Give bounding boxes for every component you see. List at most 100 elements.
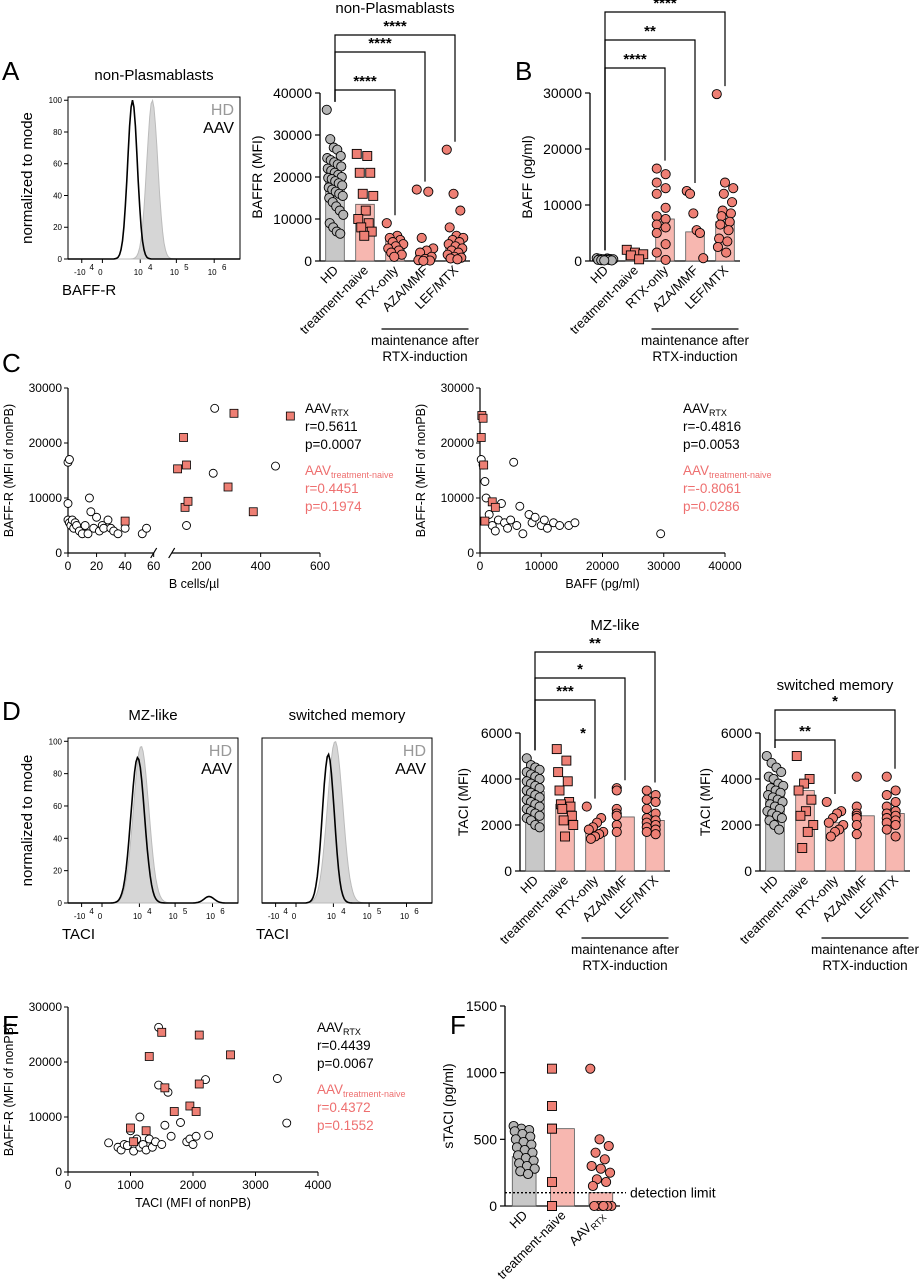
data-point	[160, 1120, 170, 1130]
x-axis-label: TACI (MFI of nonPB)	[135, 1196, 251, 1210]
data-point	[605, 1167, 616, 1178]
data-point	[562, 776, 573, 787]
x-tick-exponent: 4	[341, 907, 346, 916]
data-point	[144, 1052, 154, 1061]
annotation-group-name: AAVRTX	[317, 1020, 361, 1037]
x-tick-label: 10	[206, 912, 215, 921]
data-point	[272, 1074, 282, 1083]
data-point	[173, 464, 183, 474]
data-point	[808, 820, 819, 830]
data-point	[825, 831, 836, 842]
significance-bracket	[534, 651, 656, 783]
y-tick-label: 20000	[543, 141, 582, 157]
data-point	[441, 144, 452, 155]
data-point	[182, 521, 191, 530]
data-point	[64, 455, 74, 464]
data-point	[176, 1118, 185, 1127]
data-point	[554, 785, 565, 796]
data-point	[80, 521, 90, 530]
data-point	[566, 810, 577, 821]
y-axis-label: BAFF-R (MFI of nonPB)	[2, 404, 16, 537]
panel-label-A: A	[2, 56, 20, 86]
data-point	[890, 785, 901, 796]
data-point	[226, 1050, 235, 1060]
data-point	[641, 794, 652, 805]
data-point	[188, 1140, 198, 1149]
x-axis-label: BAFF (pg/ml)	[565, 577, 639, 591]
y-tick-label: 40	[53, 191, 62, 200]
data-point	[553, 767, 564, 778]
y-tick-label: 10000	[29, 1110, 63, 1124]
x-tick-label: 10	[208, 268, 217, 277]
y-tick-label: 20000	[29, 1055, 63, 1069]
data-point	[534, 822, 545, 833]
data-point	[688, 208, 699, 219]
data-point	[120, 516, 130, 526]
y-tick-label: 20000	[441, 436, 475, 450]
data-point	[448, 188, 459, 199]
data-point	[490, 526, 500, 536]
annotation-group-subscript: RTX	[709, 408, 727, 418]
data-point	[157, 1140, 167, 1149]
y-axis-label: sTACI (pg/ml)	[440, 1063, 456, 1148]
data-point	[761, 750, 772, 762]
y-tick-label: 20	[53, 867, 62, 876]
x-tick-label: -10	[268, 912, 280, 921]
data-point	[547, 1177, 557, 1187]
data-point	[718, 188, 729, 199]
annotation-p-value: p=0.1974	[305, 499, 362, 514]
y-axis-label: BAFF (pg/ml)	[519, 135, 535, 218]
y-tick-label: 0	[304, 253, 312, 269]
y-tick-label: 10000	[273, 211, 312, 227]
data-point	[191, 1131, 201, 1141]
data-point	[126, 1123, 135, 1133]
y-tick-label: 0	[489, 1198, 497, 1214]
x-tick-exponent: 6	[414, 907, 419, 916]
x-tick-label: -10	[74, 912, 86, 921]
annotation-r-value: r=-0.8061	[683, 481, 741, 496]
annotation-p-value: p=0.0286	[683, 499, 740, 514]
x-tick-label: 400	[251, 559, 271, 573]
data-point	[547, 1201, 557, 1211]
data-point	[169, 1107, 179, 1116]
significance-label: ****	[653, 0, 677, 12]
annotation-group-subscript: RTX	[331, 408, 349, 418]
data-point	[418, 255, 429, 266]
y-tick-label: 10000	[441, 491, 475, 505]
x-tick-label: 40	[118, 559, 132, 573]
data-point	[721, 247, 732, 258]
data-point	[86, 507, 96, 517]
data-point	[204, 1130, 214, 1140]
data-point	[651, 219, 662, 230]
data-point	[423, 186, 434, 197]
y-tick-label: 1500	[466, 998, 497, 1014]
annotation-group-name: AAVtreatment-naive	[317, 1082, 406, 1099]
data-point	[480, 516, 490, 526]
data-point	[503, 523, 513, 533]
group-label: RTX-induction	[652, 349, 737, 364]
data-point	[821, 796, 832, 808]
data-point	[650, 796, 661, 808]
detection-limit-label: detection limit	[630, 1185, 716, 1201]
data-point	[694, 227, 706, 239]
chart-title: non-Plasmablasts	[335, 0, 454, 17]
bar	[550, 1128, 575, 1207]
annotation-r-value: r=0.4439	[317, 1038, 371, 1053]
chart-a-bar: non-Plasmablasts BAFFR (MFI) 0 10000 20000 30…	[249, 0, 480, 364]
data-point	[698, 253, 709, 264]
data-point	[529, 1163, 540, 1174]
x-tick-label: 10	[327, 912, 336, 921]
x-tick-label: 20000	[586, 559, 620, 573]
significance-bracket	[604, 11, 726, 251]
y-tick-label: 20000	[273, 169, 312, 185]
data-point	[560, 831, 570, 842]
significance-bracket	[334, 51, 426, 182]
x-tick-label: 0	[292, 912, 297, 921]
x-tick-exponent: 5	[183, 907, 188, 916]
data-point	[719, 177, 731, 188]
data-point	[890, 796, 901, 808]
data-point	[480, 477, 490, 486]
panel-label-B: B	[515, 56, 532, 86]
data-point	[651, 247, 662, 258]
data-point	[368, 190, 379, 201]
